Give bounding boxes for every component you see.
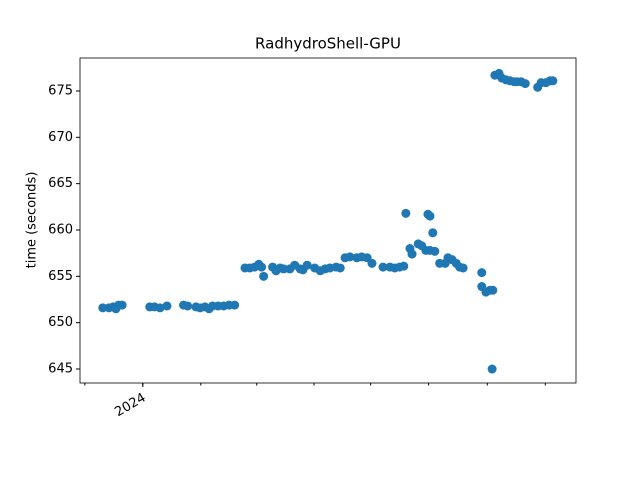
point xyxy=(430,246,440,256)
y-tick-label: 655 xyxy=(48,269,73,284)
point xyxy=(548,76,558,86)
point xyxy=(183,301,193,311)
point xyxy=(488,285,498,295)
point xyxy=(458,263,468,273)
y-tick-label: 660 xyxy=(48,222,73,237)
point xyxy=(230,300,240,310)
y-tick-label: 645 xyxy=(48,362,73,377)
point xyxy=(162,301,172,311)
point xyxy=(367,258,377,268)
point xyxy=(98,303,108,313)
point xyxy=(257,262,267,272)
y-tick-label: 650 xyxy=(48,315,73,330)
y-axis-label: time (seconds) xyxy=(25,172,40,269)
point xyxy=(399,261,409,271)
point xyxy=(477,268,487,278)
point xyxy=(302,260,312,270)
point xyxy=(259,271,269,281)
y-tick-label: 670 xyxy=(48,130,73,145)
point xyxy=(378,262,388,272)
y-tick-label: 665 xyxy=(48,176,73,191)
chart-title: RadhydroShell-GPU xyxy=(255,35,401,53)
point xyxy=(279,264,289,274)
point xyxy=(155,303,165,313)
point xyxy=(407,249,417,259)
point xyxy=(520,79,530,89)
y-tick-label: 675 xyxy=(48,83,73,98)
point xyxy=(487,364,497,374)
point xyxy=(335,263,345,273)
point xyxy=(345,252,355,262)
plot-frame xyxy=(79,57,577,384)
point xyxy=(425,211,435,221)
point xyxy=(401,208,411,218)
x-tick-label: 2024 xyxy=(112,391,148,421)
point xyxy=(117,300,127,310)
point xyxy=(428,228,438,238)
